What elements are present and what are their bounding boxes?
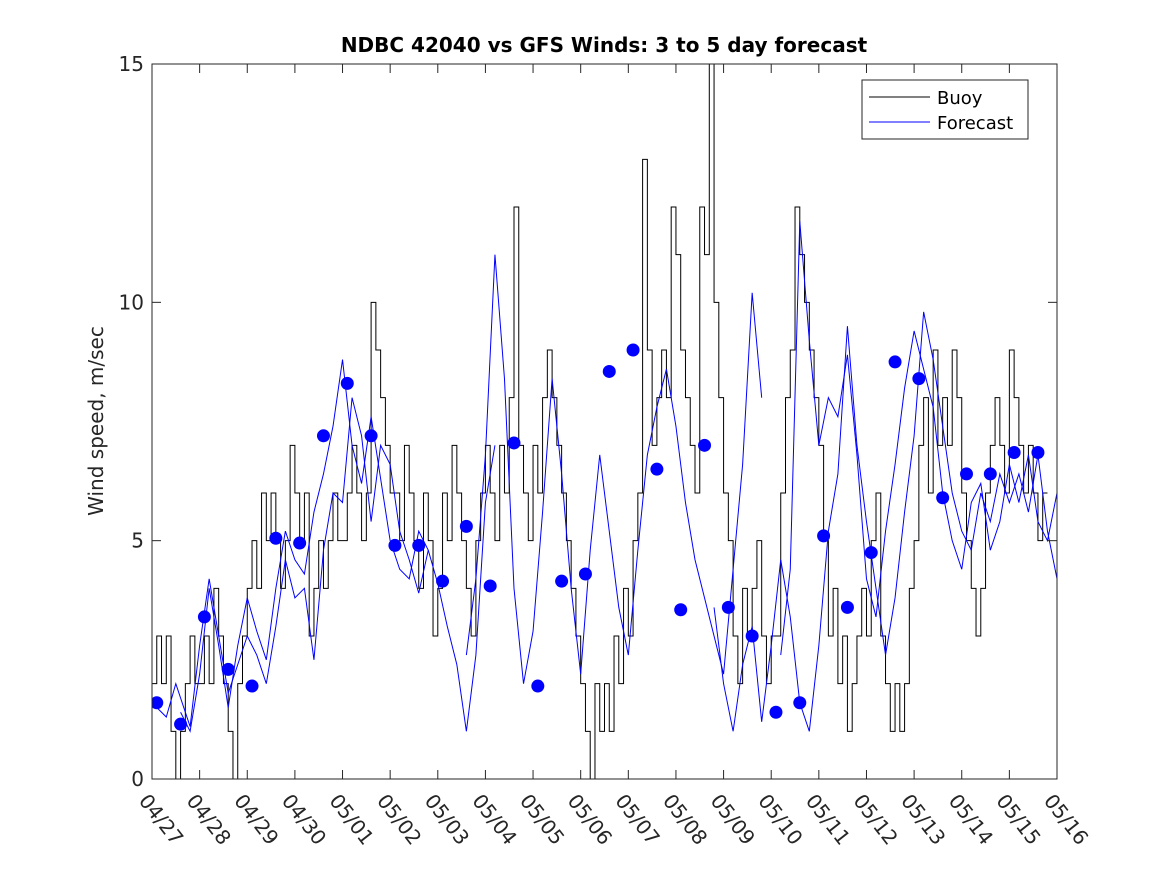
forecast-marker: [960, 467, 973, 481]
forecast-line-0: [152, 397, 429, 727]
y-axis-label: Wind speed, m/sec: [84, 326, 108, 516]
forecast-marker: [626, 343, 640, 357]
forecast-marker: [340, 376, 354, 390]
forecast-marker: [817, 529, 831, 543]
series-layer: [152, 64, 1057, 779]
chart-title: NDBC 42040 vs GFS Winds: 3 to 5 day fore…: [341, 33, 868, 57]
forecast-marker: [293, 536, 307, 550]
legend-label-buoy: Buoy: [937, 88, 983, 109]
forecast-marker: [197, 610, 211, 624]
forecast-marker: [1031, 445, 1045, 459]
forecast-marker: [507, 436, 521, 450]
forecast-marker: [316, 429, 330, 443]
forecast-marker: [840, 600, 854, 614]
forecast-marker: [269, 531, 283, 545]
legend-label-forecast: Forecast: [937, 113, 1013, 134]
forecast-line-3: [713, 311, 1057, 732]
forecast-marker: [221, 662, 235, 676]
forecast-marker: [769, 705, 783, 719]
forecast-marker: [436, 574, 450, 588]
y-tick-label: 0: [131, 767, 144, 791]
forecast-marker: [531, 679, 545, 693]
forecast-marker: [412, 538, 426, 552]
forecast-marker: [936, 491, 950, 505]
plot-frame: [151, 63, 1058, 780]
y-tick-label: 15: [119, 52, 144, 76]
forecast-marker: [1007, 445, 1021, 459]
forecast-marker: [578, 567, 592, 581]
forecast-marker: [983, 467, 997, 481]
forecast-marker: [912, 372, 926, 386]
forecast-marker: [698, 438, 712, 452]
forecast-marker: [888, 355, 902, 369]
forecast-marker: [602, 364, 616, 378]
forecast-marker: [721, 600, 735, 614]
chart-legend: Buoy Forecast: [861, 79, 1029, 140]
y-tick-label: 5: [131, 529, 144, 553]
forecast-line-2: [465, 254, 763, 684]
forecast-marker: [555, 574, 569, 588]
forecast-line-4: [780, 221, 1057, 656]
forecast-marker: [483, 579, 497, 593]
forecast-marker: [674, 603, 688, 617]
legend-box: [861, 79, 1029, 140]
y-tick-label: 10: [119, 290, 144, 314]
forecast-marker: [793, 696, 807, 710]
forecast-marker: [174, 717, 188, 731]
forecast-marker: [459, 519, 473, 533]
forecast-marker: [152, 696, 164, 710]
forecast-line-1: [180, 359, 496, 733]
forecast-marker: [864, 546, 878, 560]
forecast-marker: [388, 538, 402, 552]
forecast-marker: [745, 629, 759, 643]
forecast-marker: [245, 679, 259, 693]
forecast-marker: [650, 462, 664, 476]
forecast-marker: [364, 429, 378, 443]
